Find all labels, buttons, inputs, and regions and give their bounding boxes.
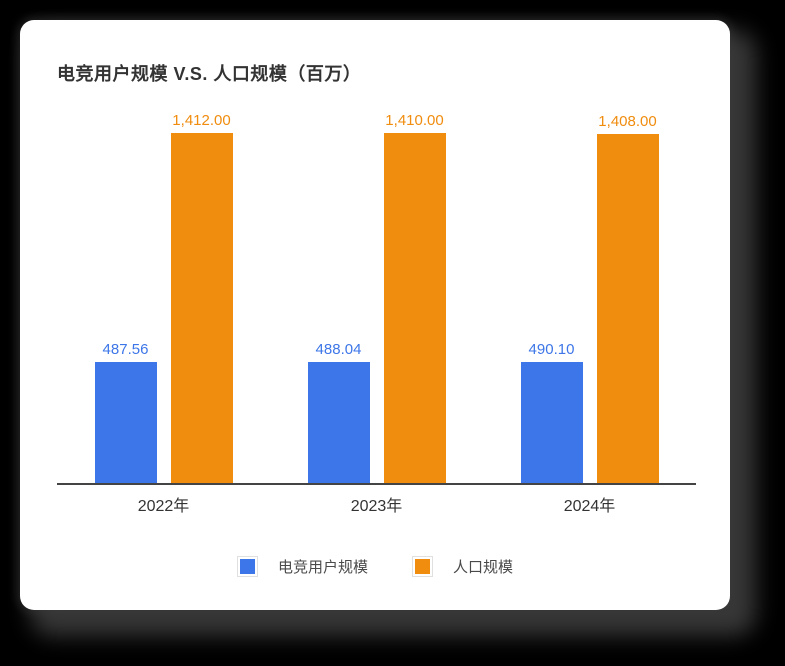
chart-bar: 488.04: [307, 341, 370, 483]
chart-bar: 1,412.00: [170, 112, 233, 483]
x-axis-label: 2024年: [563, 498, 616, 515]
legend-swatch-color: [415, 559, 430, 574]
bar-value-label: 488.04: [315, 341, 362, 358]
legend-label: 人口规模: [453, 559, 514, 576]
legend-item-人口规模[interactable]: 人口规模: [412, 556, 513, 577]
x-axis-labels: 2022年 2023年 2024年: [57, 492, 696, 516]
bar-value-label: 1,410.00: [385, 112, 444, 129]
bar-value-label: 1,412.00: [172, 112, 231, 129]
chart-bar: 490.10: [520, 341, 583, 483]
legend-item-电竞用户规模[interactable]: 电竞用户规模: [236, 556, 368, 577]
plot-area: 487.56 1,412.00 488.04 1,410.00 490.10 1,408.…: [57, 112, 696, 483]
bar-value-label: 487.56: [102, 341, 149, 358]
chart-title: 电竞用户规模 V.S. 人口规模（百万）: [57, 64, 362, 84]
x-axis-label: 2023年: [350, 498, 403, 515]
chart-bar: 1,408.00: [596, 113, 659, 483]
bar-group-2022年: 487.56 1,412.00: [94, 112, 233, 483]
chart-bar: 487.56: [94, 341, 157, 483]
legend-swatch-color: [239, 559, 255, 574]
chart-bar: 1,410.00: [383, 112, 446, 483]
bar-group-2023年: 488.04 1,410.00: [307, 112, 446, 483]
chart-legend: 电竞用户规模 人口规模: [20, 556, 730, 577]
legend-swatch-icon: [412, 556, 433, 577]
chart-card: 电竞用户规模 V.S. 人口规模（百万） 487.56 1,412.00 488.0…: [20, 20, 730, 610]
legend-label: 电竞用户规模: [277, 559, 368, 576]
bar-value-label: 490.10: [528, 341, 575, 358]
bar-group-2024年: 490.10 1,408.00: [520, 113, 659, 483]
bar-value-label: 1,408.00: [598, 113, 657, 130]
x-axis-label: 2022年: [137, 498, 190, 515]
legend-swatch-icon: [236, 556, 258, 577]
x-axis-line: [57, 483, 696, 485]
